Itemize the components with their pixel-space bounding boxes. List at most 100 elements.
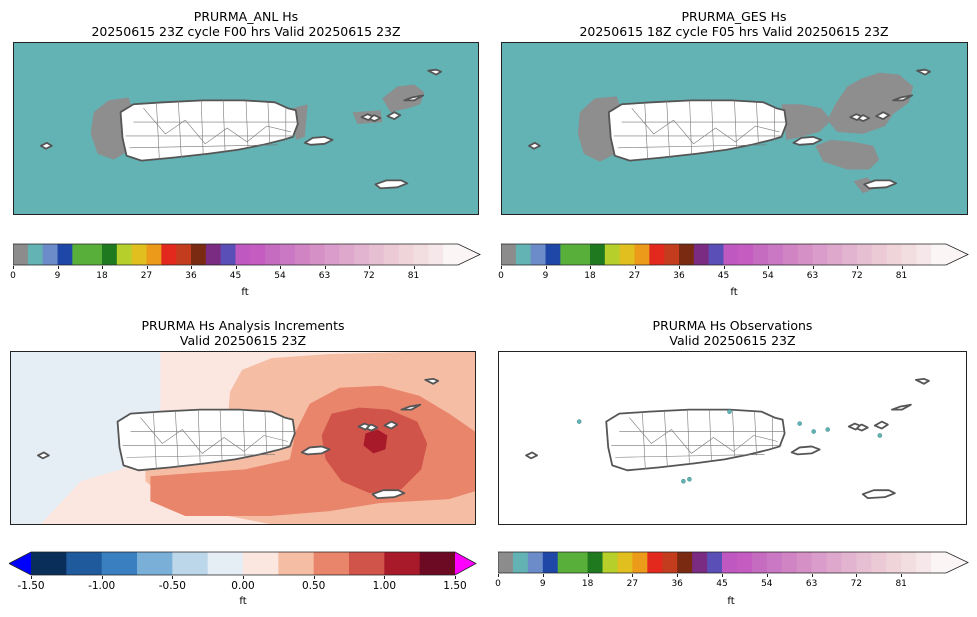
colorbar-tick xyxy=(498,574,499,577)
colorbar-segment xyxy=(172,552,209,575)
colorbar-tick xyxy=(856,574,858,577)
colorbar-segment xyxy=(57,244,73,265)
island-shape xyxy=(383,420,399,430)
island-shape xyxy=(890,403,912,411)
colorbar-tick xyxy=(634,266,636,269)
colorbar-canvas xyxy=(500,243,969,266)
colorbar-segment xyxy=(753,244,769,265)
colorbar-segment xyxy=(693,244,710,265)
colorbar-segment xyxy=(294,244,311,265)
colorbar-segment xyxy=(413,244,429,265)
colorbar-segment xyxy=(707,552,723,573)
colorbar-tick xyxy=(723,266,725,269)
island-shape xyxy=(916,68,931,76)
island-shape xyxy=(357,422,371,431)
colorbar-tick xyxy=(313,576,315,579)
colorbar-segment xyxy=(826,552,843,573)
colorbar-tick xyxy=(146,266,148,269)
colorbar-segment xyxy=(191,244,207,265)
island-shape xyxy=(790,445,821,456)
colorbar-segment xyxy=(572,552,589,573)
colorbar-tick-label: 9 xyxy=(539,579,546,589)
colorbar-tick xyxy=(243,576,244,579)
colorbar-tick xyxy=(677,574,679,577)
island-shape xyxy=(873,420,889,430)
colorbar-tick-label: 45 xyxy=(716,579,728,589)
low-wave-region xyxy=(815,139,880,170)
colorbar-segment xyxy=(842,244,858,265)
colorbar4-unit: ft xyxy=(727,596,735,607)
colorbar-segment xyxy=(602,552,619,573)
municipality-borders xyxy=(611,409,785,470)
colorbar-tick xyxy=(542,574,544,577)
colorbar-segment xyxy=(723,244,739,265)
colorbar-segment xyxy=(235,244,251,265)
colorbar-segment xyxy=(560,244,576,265)
colorbar-segment xyxy=(647,552,663,573)
colorbar-segment xyxy=(677,552,693,573)
colorbar-tick-label: 81 xyxy=(407,271,420,281)
colorbar-segment xyxy=(27,244,44,265)
colorbar-segment xyxy=(207,552,244,575)
observation-point xyxy=(811,429,816,434)
colorbar-extend-max xyxy=(443,244,480,265)
colorbar-segment xyxy=(349,552,385,575)
observation-point xyxy=(687,477,692,482)
colorbar-segment xyxy=(722,552,738,573)
colorbar-segment xyxy=(871,552,887,573)
colorbar-segment xyxy=(797,244,814,265)
colorbar-segment xyxy=(324,244,340,265)
island-shape xyxy=(792,136,823,146)
colorbar-segment xyxy=(856,552,872,573)
colorbar-segment xyxy=(916,552,932,573)
colorbar-segment xyxy=(587,552,604,573)
island-shape xyxy=(861,489,896,500)
colorbar-extend-max xyxy=(931,552,968,573)
observation-point xyxy=(727,409,732,414)
colorbar-segment xyxy=(738,244,754,265)
island-shape xyxy=(300,445,331,456)
panel1-title-main: PRURMA_ANL Hs xyxy=(193,9,299,24)
island-shape xyxy=(847,422,861,431)
colorbar-canvas xyxy=(12,243,481,266)
colorbar-segment xyxy=(501,244,517,265)
island-shape xyxy=(39,141,53,150)
colorbar-segment xyxy=(313,552,350,575)
colorbar-segment xyxy=(916,244,932,265)
colorbar-tick-label: 36 xyxy=(185,271,197,281)
colorbar-tick xyxy=(722,574,723,577)
colorbar-segment xyxy=(649,244,665,265)
colorbar-segment xyxy=(634,244,650,265)
colorbar-segment xyxy=(768,244,784,265)
colorbar-tick-label: 18 xyxy=(584,271,596,281)
island-shape xyxy=(528,141,541,150)
colorbar-segment xyxy=(841,552,857,573)
colorbar-tick-label: 18 xyxy=(96,271,108,281)
colorbar-segment xyxy=(498,552,514,573)
colorbar-segment xyxy=(13,244,29,265)
anl-hs-map xyxy=(13,42,479,215)
island-shape xyxy=(360,113,374,121)
colorbar-tick-label: -1.00 xyxy=(88,580,116,592)
colorbar-tick xyxy=(384,576,386,579)
island-shape xyxy=(914,377,930,385)
colorbar-segment xyxy=(278,552,315,575)
low-wave-region xyxy=(827,72,914,134)
colorbar3-unit: ft xyxy=(239,596,247,607)
colorbar-segment xyxy=(886,552,902,573)
colorbar-segment xyxy=(102,244,118,265)
colorbar-segment xyxy=(590,244,606,265)
colorbar-tick xyxy=(413,266,415,269)
map-canvas xyxy=(502,43,967,214)
colorbar-tick-label: 45 xyxy=(229,271,242,281)
colorbar-segment xyxy=(632,552,648,573)
municipality-borders xyxy=(122,409,295,470)
colorbar-segment xyxy=(280,244,296,265)
colorbar-extend-max xyxy=(455,552,476,575)
colorbar-tick-label: 0.50 xyxy=(301,580,326,592)
colorbar-segment xyxy=(557,552,574,573)
colorbar-segment xyxy=(72,244,88,265)
island-shape xyxy=(849,113,863,121)
colorbar-tick xyxy=(280,266,281,269)
colorbar-tick xyxy=(590,266,591,269)
